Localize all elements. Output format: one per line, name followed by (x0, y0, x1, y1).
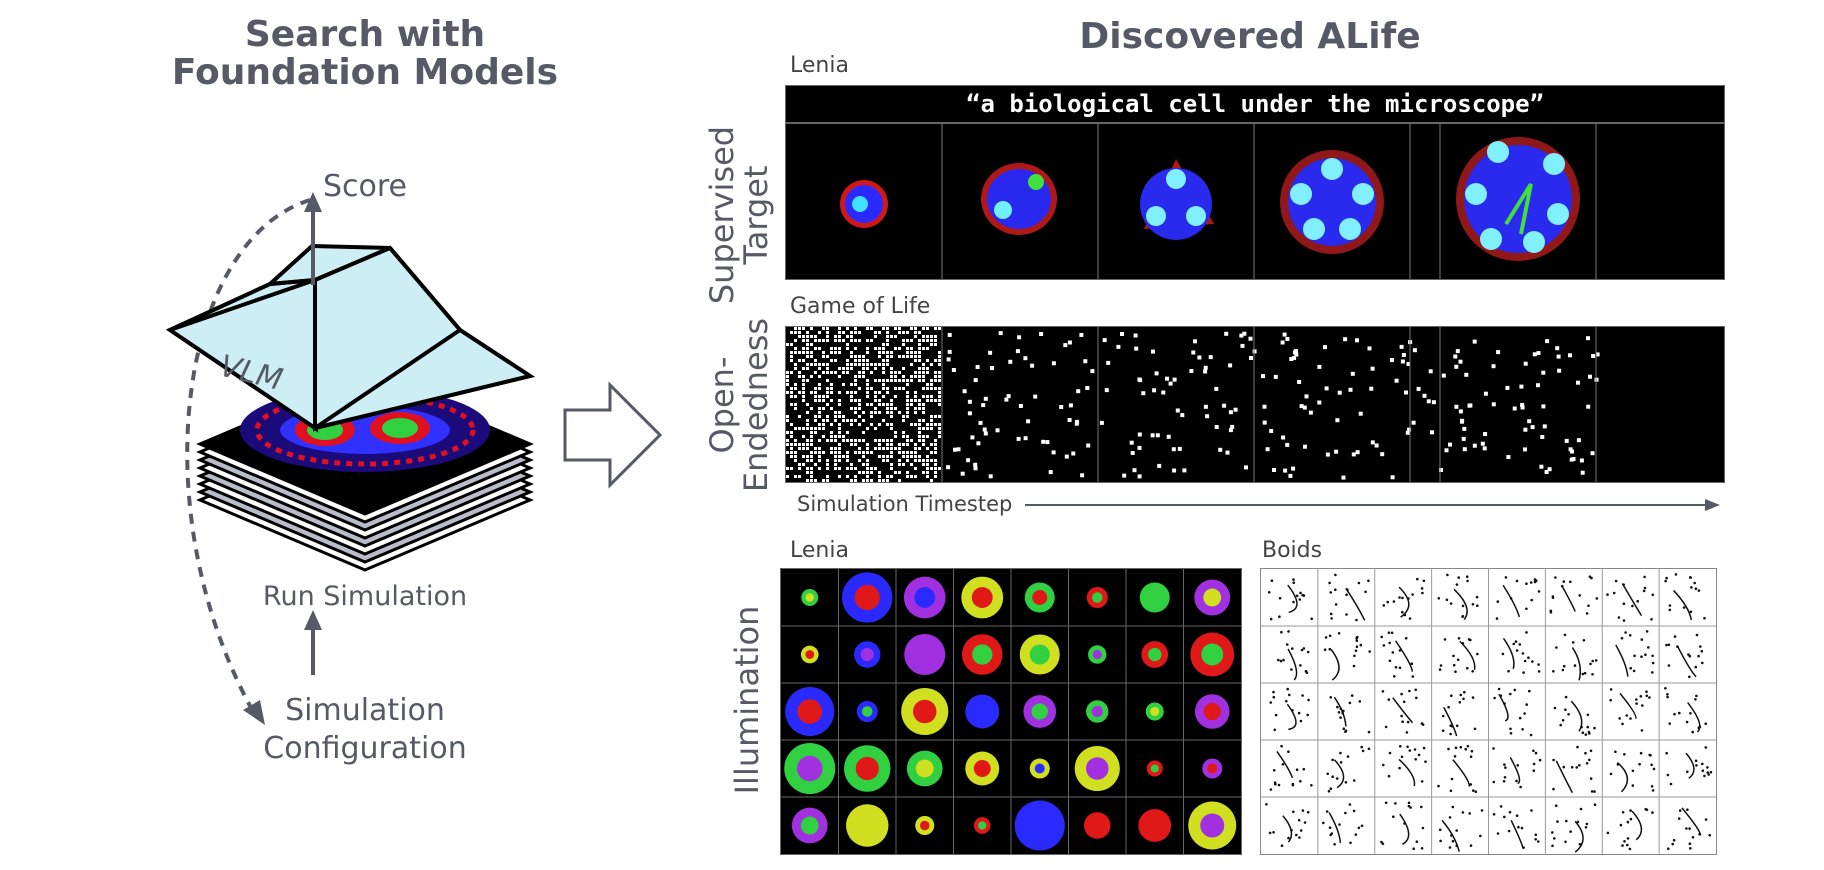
feedback-dashed-arrow (185, 198, 311, 716)
row2-strip (785, 326, 1725, 483)
vlm-model: VLM (165, 243, 535, 433)
pipeline-diagram: VLM (165, 192, 535, 725)
score-label: Score (322, 169, 408, 204)
right-title: Discovered ALife (1079, 16, 1421, 57)
run-simulation-label: Run Simulation (262, 581, 468, 612)
score-arrowhead (304, 192, 322, 212)
row3-side-label: Illumination (728, 605, 766, 795)
row1-substrate: Lenia (790, 53, 849, 78)
timestep-arrow (1025, 499, 1720, 511)
row1-prompt: “a biological cell under the microscope” (785, 85, 1725, 123)
left-title: Search with Foundation Models (160, 16, 570, 92)
game-of-life-frames (786, 327, 1600, 482)
row3-lenia-label: Lenia (790, 538, 849, 563)
row1-side-line2: Target (737, 165, 775, 265)
run-arrowhead (304, 610, 322, 630)
row1-side-line1: Supervised (703, 125, 741, 305)
lenia-cell-frames (840, 124, 1597, 279)
row2-side-line2: Endedness (737, 317, 775, 493)
config-line1: Simulation (285, 693, 445, 728)
flow-arrow (563, 381, 663, 489)
left-title-line1: Search with (244, 14, 486, 55)
feedback-arrowhead (243, 700, 265, 725)
config-line2: Configuration (263, 731, 467, 766)
row1-side-label: Supervised Target (703, 120, 785, 310)
row2-side-line1: Open- (703, 356, 741, 454)
boids-illumination-grid (1260, 568, 1717, 855)
lenia-illumination-grid (780, 568, 1242, 855)
row3-boids-label: Boids (1262, 538, 1323, 563)
row1-strip (785, 123, 1725, 280)
row2-side-label: Open- Endedness (703, 310, 785, 500)
row2-substrate: Game of Life (790, 294, 931, 319)
left-title-line2: Foundation Models (171, 52, 559, 93)
timestep-label: Simulation Timestep (797, 492, 1013, 516)
simulation-configuration: Simulation Configuration (225, 692, 505, 768)
